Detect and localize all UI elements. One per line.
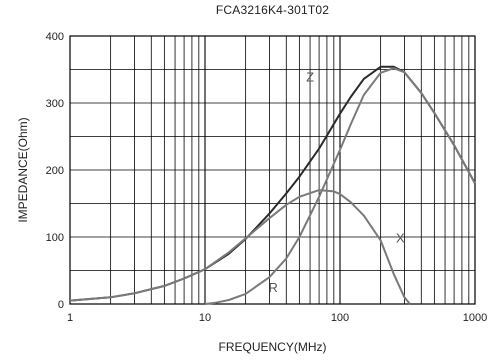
series-label-x: X [396,230,405,245]
series-label-z: Z [306,70,314,85]
y-tick-label: 400 [46,31,64,43]
x-tick-label: 1 [67,312,73,324]
y-tick-label: 200 [46,165,64,177]
y-tick-label: 0 [58,299,64,311]
x-tick-label: 100 [331,312,349,324]
y-tick-label: 300 [46,98,64,110]
series-r-line [204,67,476,305]
x-tick-label: 10 [199,312,211,324]
chart-title: FCA3216K4-301T02 [215,3,330,17]
series-x-line [69,189,411,305]
plot-frame [69,35,476,305]
y-axis-label: IMPEDANCE(Ohm) [16,117,30,223]
y-tick-label: 100 [46,232,64,244]
x-axis-label: FREQUENCY(MHz) [218,340,327,354]
x-tick-label: 1000 [463,312,487,324]
series-label-r: R [268,280,277,295]
